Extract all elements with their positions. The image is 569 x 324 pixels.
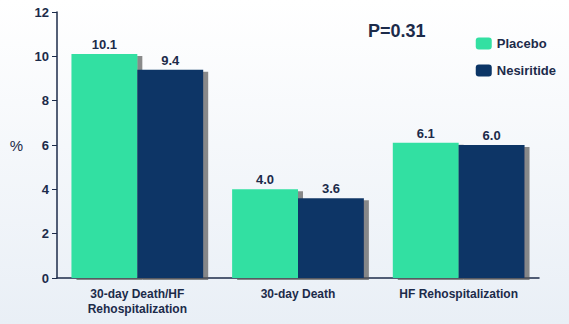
svg-text:Nesiritide: Nesiritide (497, 63, 556, 78)
svg-text:30-day Death/HF: 30-day Death/HF (90, 287, 184, 301)
svg-text:4.0: 4.0 (256, 172, 274, 187)
svg-text:HF Rehospitalization: HF Rehospitalization (399, 287, 518, 301)
svg-text:6.0: 6.0 (483, 128, 501, 143)
svg-text:2: 2 (42, 226, 49, 241)
svg-text:10: 10 (35, 49, 49, 64)
svg-text:8: 8 (42, 93, 49, 108)
svg-text:%: % (10, 137, 23, 154)
svg-text:Placebo: Placebo (497, 36, 547, 51)
svg-text:4: 4 (42, 182, 50, 197)
svg-text:Rehospitalization: Rehospitalization (88, 302, 187, 316)
svg-text:10.1: 10.1 (92, 37, 117, 52)
svg-text:30-day Death: 30-day Death (261, 287, 336, 301)
svg-text:9.4: 9.4 (161, 53, 180, 68)
svg-text:12: 12 (35, 5, 49, 20)
svg-text:P=0.31: P=0.31 (368, 21, 426, 41)
svg-text:6: 6 (42, 138, 49, 153)
svg-text:3.6: 3.6 (322, 181, 340, 196)
svg-text:6.1: 6.1 (417, 126, 435, 141)
svg-text:0: 0 (42, 271, 49, 286)
